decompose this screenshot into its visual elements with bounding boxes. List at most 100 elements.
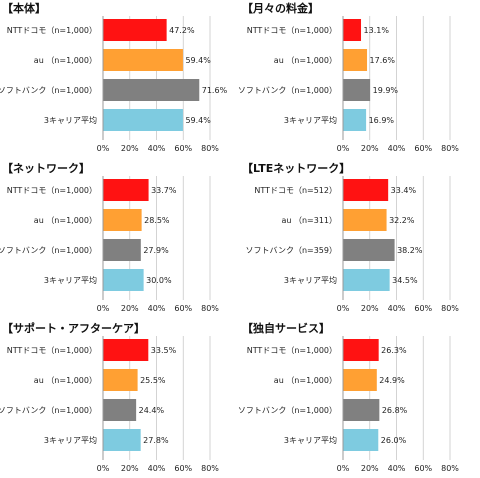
bar-docomo: [103, 339, 149, 361]
category-label: ソフトバンク（n=1,000）: [238, 406, 337, 415]
x-tick-label: 40%: [148, 304, 166, 313]
category-label: au （n=1,000）: [34, 216, 97, 225]
value-label: 59.4%: [185, 116, 211, 125]
bar-docomo: [343, 179, 389, 201]
value-label: 38.2%: [397, 246, 423, 255]
x-tick-label: 20%: [121, 144, 139, 153]
value-label: 30.0%: [146, 276, 172, 285]
value-label: 27.8%: [143, 436, 169, 445]
category-label: ソフトバンク（n=1,000）: [238, 86, 337, 95]
x-tick-label: 60%: [174, 144, 192, 153]
value-label: 13.1%: [364, 26, 390, 35]
value-label: 32.2%: [389, 216, 415, 225]
chart-panel: 【本体】 0% 20% 40% 60% 80% NTTドコモ（n=1,000） 47.2% au…: [0, 1, 228, 153]
x-tick-label: 80%: [201, 304, 219, 313]
bar-average: [343, 269, 390, 291]
category-label: ソフトバンク（n=359）: [246, 246, 337, 255]
bar-au: [343, 209, 387, 231]
category-label: NTTドコモ（n=1,000）: [7, 346, 97, 355]
x-tick-label: 60%: [174, 464, 192, 473]
value-label: 24.9%: [379, 376, 405, 385]
bar-docomo: [103, 179, 149, 201]
value-label: 34.5%: [392, 276, 418, 285]
bar-average: [103, 269, 144, 291]
bar-average: [103, 429, 141, 451]
value-label: 27.9%: [143, 246, 169, 255]
bar-softbank: [343, 399, 380, 421]
x-tick-label: 20%: [121, 464, 139, 473]
x-tick-label: 80%: [201, 144, 219, 153]
category-label: au （n=311）: [281, 216, 337, 225]
bar-docomo: [343, 339, 379, 361]
chart-title: 【独自サービス】: [242, 321, 330, 335]
value-label: 26.8%: [382, 406, 408, 415]
x-tick-label: 40%: [388, 144, 406, 153]
category-label: ソフトバンク（n=1,000）: [0, 406, 97, 415]
category-label: au （n=1,000）: [274, 56, 337, 65]
value-label: 33.4%: [391, 186, 417, 195]
chart-panel: 【月々の料金】 0% 20% 40% 60% 80% NTTドコモ（n=1,000） 13.1…: [238, 1, 459, 153]
value-label: 33.5%: [151, 346, 177, 355]
x-tick-label: 60%: [174, 304, 192, 313]
x-tick-label: 40%: [388, 464, 406, 473]
bar-au: [103, 369, 138, 391]
category-label: NTTドコモ（n=1,000）: [247, 346, 337, 355]
x-tick-label: 0%: [337, 304, 350, 313]
x-tick-label: 40%: [388, 304, 406, 313]
category-label: au （n=1,000）: [34, 376, 97, 385]
x-tick-label: 0%: [337, 144, 350, 153]
value-label: 25.5%: [140, 376, 166, 385]
x-tick-label: 20%: [121, 304, 139, 313]
category-label: au （n=1,000）: [274, 376, 337, 385]
x-tick-label: 0%: [97, 304, 110, 313]
x-tick-label: 60%: [414, 464, 432, 473]
category-label: NTTドコモ（n=1,000）: [7, 26, 97, 35]
bar-softbank: [103, 79, 200, 101]
category-label: NTTドコモ（n=512）: [254, 186, 337, 195]
bar-average: [343, 429, 379, 451]
bar-au: [343, 49, 368, 71]
x-tick-label: 80%: [441, 464, 459, 473]
bar-average: [343, 109, 367, 131]
category-label: 3キャリア平均: [44, 435, 97, 445]
x-tick-label: 60%: [414, 304, 432, 313]
value-label: 26.0%: [381, 436, 407, 445]
chart-title: 【ネットワーク】: [2, 162, 90, 175]
chart-title: 【サポート・アフターケア】: [2, 321, 145, 335]
value-label: 71.6%: [202, 86, 228, 95]
x-tick-label: 0%: [97, 144, 110, 153]
bar-softbank: [103, 399, 137, 421]
chart-panel: 【LTEネットワーク】 0% 20% 40% 60% 80% NTTドコモ（n=512） 33…: [242, 162, 459, 313]
bar-softbank: [343, 239, 395, 261]
chart-title: 【本体】: [2, 1, 46, 15]
value-label: 26.3%: [381, 346, 407, 355]
category-label: 3キャリア平均: [44, 115, 97, 125]
x-tick-label: 40%: [148, 464, 166, 473]
x-tick-label: 20%: [361, 464, 379, 473]
category-label: ソフトバンク（n=1,000）: [0, 246, 97, 255]
bar-au: [103, 209, 142, 231]
category-label: 3キャリア平均: [284, 275, 337, 285]
bar-au: [103, 49, 183, 71]
category-label: 3キャリア平均: [44, 275, 97, 285]
x-tick-label: 60%: [414, 144, 432, 153]
category-label: 3キャリア平均: [284, 435, 337, 445]
value-label: 28.5%: [144, 216, 170, 225]
x-tick-label: 80%: [201, 464, 219, 473]
x-tick-label: 40%: [148, 144, 166, 153]
x-tick-label: 20%: [361, 304, 379, 313]
value-label: 59.4%: [185, 56, 211, 65]
bar-docomo: [103, 19, 167, 41]
bar-au: [343, 369, 377, 391]
category-label: au （n=1,000）: [34, 56, 97, 65]
bar-softbank: [103, 239, 141, 261]
value-label: 19.9%: [373, 86, 399, 95]
category-label: ソフトバンク（n=1,000）: [0, 86, 97, 95]
chart-panel: 【独自サービス】 0% 20% 40% 60% 80% NTTドコモ（n=1,000） 26.…: [238, 321, 459, 473]
x-tick-label: 0%: [97, 464, 110, 473]
bar-docomo: [343, 19, 362, 41]
value-label: 16.9%: [369, 116, 395, 125]
bar-softbank: [343, 79, 371, 101]
